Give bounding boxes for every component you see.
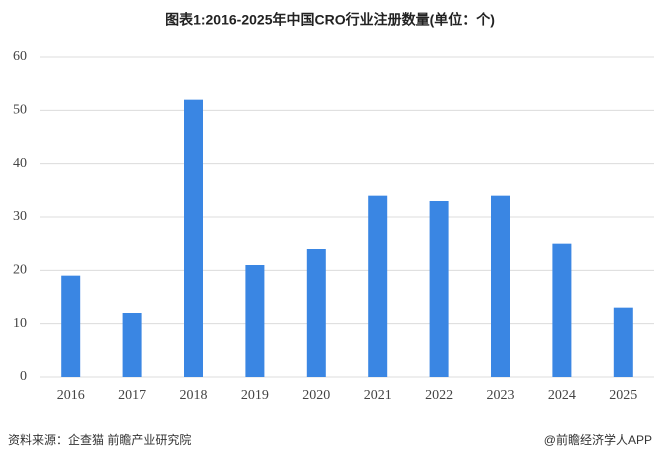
y-tick-label: 60 <box>13 49 27 64</box>
y-tick-label: 30 <box>13 209 27 224</box>
bar <box>429 201 449 377</box>
bar <box>552 243 572 377</box>
bar <box>61 275 81 377</box>
bar <box>306 249 326 377</box>
x-tick-label: 2022 <box>425 388 453 403</box>
y-tick-label: 40 <box>13 156 27 171</box>
bar <box>184 99 203 378</box>
y-tick-label: 0 <box>20 369 27 384</box>
bar <box>245 265 265 377</box>
x-tick-label: 2020 <box>302 388 330 403</box>
x-tick-label: 2016 <box>57 388 85 403</box>
y-tick-label: 10 <box>13 316 27 331</box>
x-tick-label: 2021 <box>364 388 392 403</box>
bar <box>122 313 142 377</box>
bar <box>613 307 633 377</box>
x-tick-label: 2023 <box>487 388 515 403</box>
credit: @前瞻经济学人APP <box>544 432 652 447</box>
x-tick-label: 2018 <box>180 388 208 403</box>
x-tick-label: 2019 <box>241 388 269 403</box>
y-tick-label: 20 <box>13 263 27 278</box>
x-tick-label: 2017 <box>118 388 146 403</box>
bar <box>368 195 388 377</box>
source-note: 资料来源：企查猫 前瞻产业研究院 <box>8 432 191 447</box>
y-tick-label: 50 <box>13 103 27 118</box>
x-tick-label: 2025 <box>609 388 637 403</box>
x-tick-label: 2024 <box>548 388 576 403</box>
chart-title: 图表1:2016-2025年中国CRO行业注册数量(单位：个) <box>165 12 495 28</box>
bar <box>491 195 510 377</box>
